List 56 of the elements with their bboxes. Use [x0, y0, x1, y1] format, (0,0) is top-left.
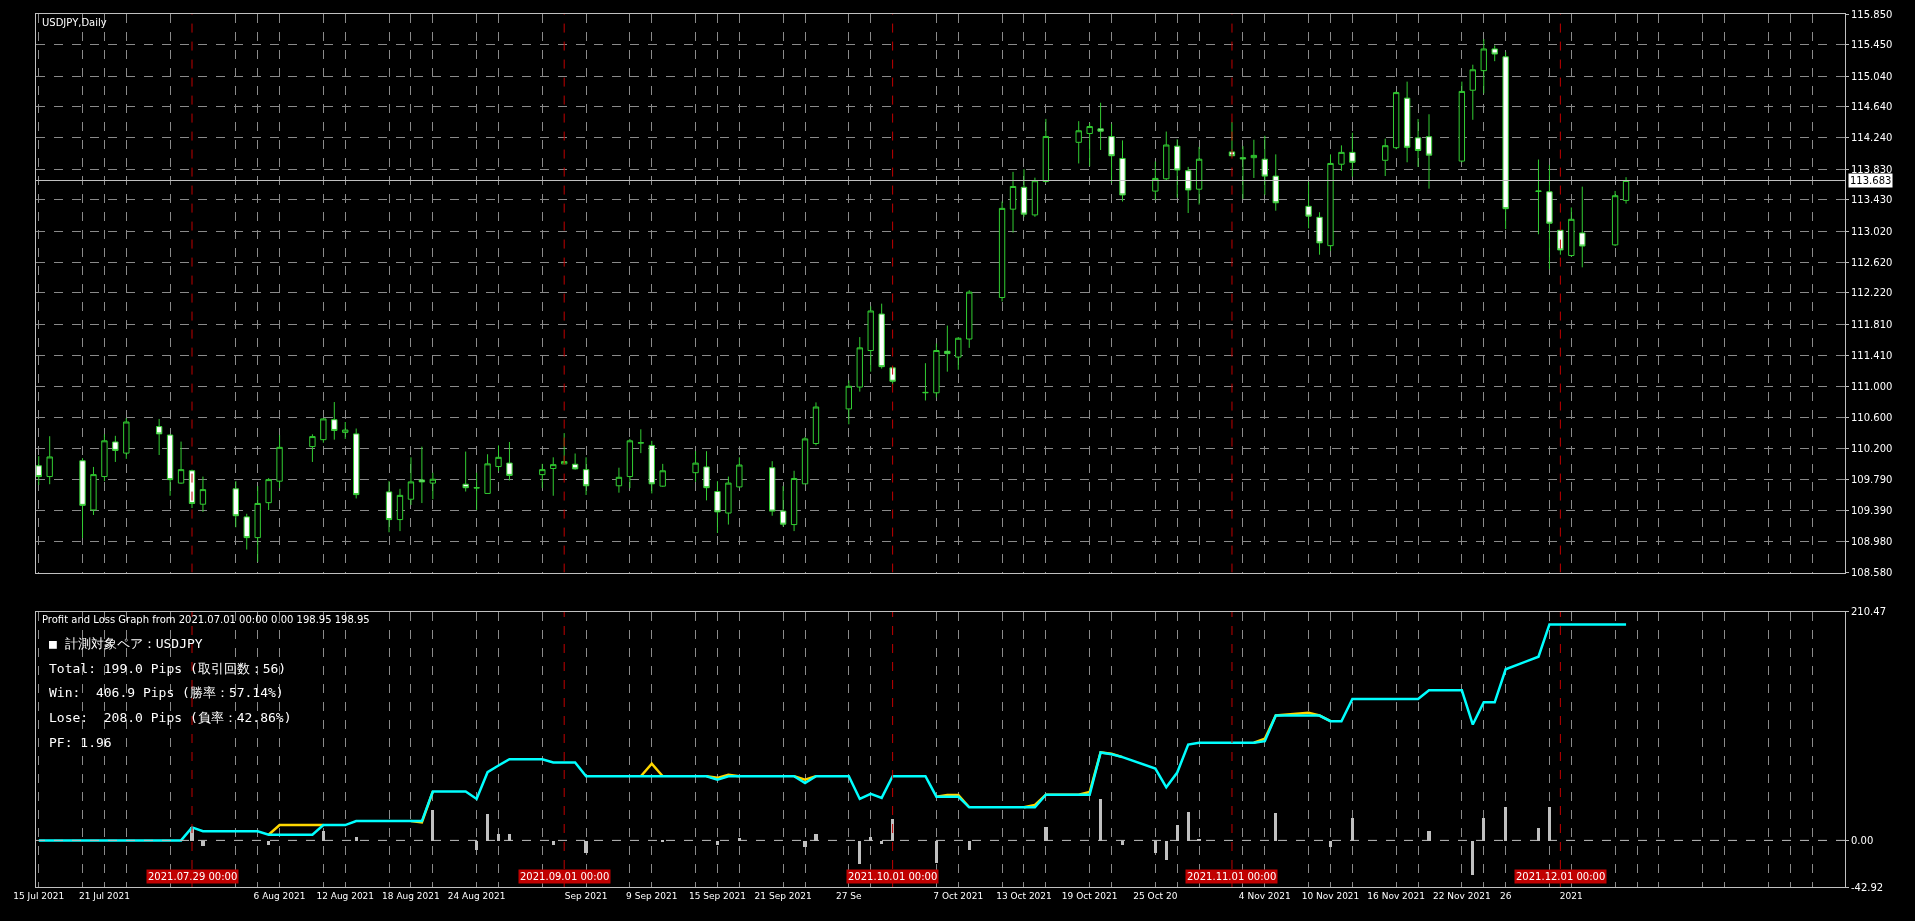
x-tick-label: 22 Nov 2021 [1433, 890, 1491, 901]
annotation: Lose: 208.0 Pips (負率：42.86%) [49, 710, 292, 725]
ref-line-label: 2021.10.01 00:00 [848, 871, 938, 882]
x-tick-label: 24 Aug 2021 [447, 890, 506, 901]
y-tick-label: 108.580 [1851, 567, 1893, 579]
y-tick-label: 112.620 [1851, 256, 1893, 268]
x-tick-label: 13 Oct 2021 [996, 890, 1052, 901]
y-tick-label: 112.220 [1851, 287, 1893, 299]
x-tick-label: 19 Oct 2021 [1061, 890, 1118, 901]
ref-line-label: 113.683 [1850, 175, 1892, 186]
y-tick-label: 113.020 [1851, 225, 1893, 237]
x-tick-label: Sep 2021 [564, 890, 608, 901]
x-tick-label: 26 [1499, 890, 1512, 901]
y-tick-label: 110.600 [1851, 411, 1893, 423]
annotation: Total: 199.0 Pips (取引回数：56) [49, 661, 287, 676]
x-tick-label: 25 Oct 20 [1133, 890, 1178, 901]
x-tick-label: 27 Se [836, 890, 863, 901]
annotation: PF: 1.96 [49, 735, 112, 750]
annotation: Win: 406.9 Pips (勝率：57.14%) [49, 685, 284, 700]
x-tick-label: 15 Sep 2021 [688, 890, 746, 901]
chart-title: USDJPY,Daily [42, 17, 107, 28]
y-tick-label: 109.390 [1851, 504, 1893, 516]
y-tick-label: 210.47 [1851, 606, 1886, 618]
x-tick-label: 9 Sep 2021 [626, 890, 678, 901]
ref-line-label: 2021.09.01 00:00 [520, 871, 610, 882]
x-tick-label: 16 Nov 2021 [1367, 890, 1425, 901]
x-tick-label: 10 Nov 2021 [1301, 890, 1360, 901]
y-tick-label: 111.810 [1851, 318, 1893, 330]
y-tick-label: 111.410 [1851, 349, 1893, 361]
x-tick-label: 21 Jul 2021 [78, 890, 130, 901]
x-tick-label: 6 Aug 2021 [253, 890, 306, 901]
annotation: ■ 計測対象ペア：USDJPY [49, 636, 203, 651]
x-tick-label: 7 Oct 2021 [933, 890, 984, 901]
x-tick-label: 18 Aug 2021 [382, 890, 440, 901]
x-tick-label: 21 Sep 2021 [754, 890, 812, 901]
ref-line-label: 2021.11.01 00:00 [1187, 871, 1277, 882]
x-tick-label: 15 Jul 2021 [13, 890, 65, 901]
y-tick-label: 115.040 [1851, 70, 1893, 82]
x-tick-label: 4 Nov 2021 [1238, 890, 1291, 901]
y-tick-label: -42.92 [1851, 881, 1884, 893]
y-tick-label: 0.00 [1851, 834, 1874, 846]
x-tick-label: 12 Aug 2021 [316, 890, 375, 901]
y-tick-label: 113.430 [1851, 194, 1893, 206]
y-tick-label: 111.000 [1851, 381, 1893, 393]
y-tick-label: 109.790 [1851, 474, 1893, 486]
y-tick-label: 115.850 [1851, 8, 1893, 20]
y-tick-label: 108.980 [1851, 536, 1893, 548]
y-tick-label: 110.200 [1851, 442, 1893, 454]
ref-line-label: 2021.07.29 00:00 [148, 871, 238, 882]
y-tick-label: 113.830 [1851, 163, 1893, 175]
y-tick-label: 114.640 [1851, 101, 1893, 113]
y-tick-label: 115.450 [1851, 39, 1893, 51]
ref-line-label: 2021.12.01 00:00 [1516, 871, 1606, 882]
y-tick-label: 114.240 [1851, 132, 1893, 144]
x-tick-label: 2021 [1559, 890, 1583, 901]
chart-title: Profit and Loss Graph from 2021.07.01 00:00 0.00 198.95 198.95 [42, 614, 370, 625]
